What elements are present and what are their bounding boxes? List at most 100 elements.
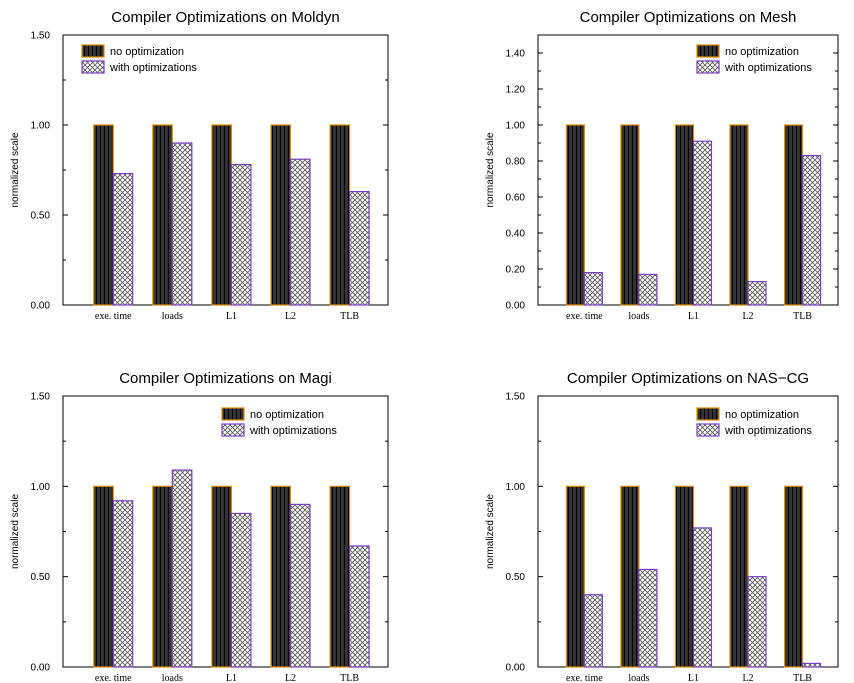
legend: no optimization with optimizations — [81, 44, 197, 74]
legend-label-no-optimization: no optimization — [725, 409, 799, 421]
bar-no-optimization — [565, 124, 585, 306]
chart-panel-2: Compiler Optimizations on Mesh normalized… — [485, 9, 839, 322]
legend-swatch-with-optimizations — [221, 423, 245, 437]
legend-swatch-no-optimization — [696, 407, 720, 421]
y-tick-label: 1.00 — [506, 121, 526, 132]
legend-label-with-optimizations: with optimizations — [109, 62, 197, 74]
bar-no-optimization — [620, 124, 640, 306]
y-tick-label: 0.50 — [31, 572, 51, 583]
bar-with-optimizations — [747, 576, 767, 668]
x-tick-label: exe. time — [95, 311, 132, 322]
x-tick-label: L2 — [742, 673, 753, 683]
bar-no-optimization — [674, 124, 695, 306]
legend-swatch-no-optimization — [221, 407, 245, 421]
bar-no-optimization — [783, 485, 804, 668]
legend-swatch-with-optimizations — [81, 60, 105, 74]
bar-with-optimizations — [348, 191, 370, 306]
y-tick-label: 0.50 — [506, 572, 526, 583]
x-tick-label: L2 — [742, 311, 753, 322]
y-tick-label: 1.50 — [506, 392, 526, 403]
chart-title: Compiler Optimizations on Magi — [119, 370, 332, 387]
bar-no-optimization — [93, 124, 114, 306]
bar-with-optimizations — [112, 500, 134, 668]
legend: no optimization with optimizations — [696, 44, 812, 74]
x-tick-label: L1 — [688, 311, 699, 322]
bar-no-optimization — [93, 485, 114, 668]
x-tick-label: L1 — [226, 311, 237, 322]
legend-label-no-optimization: no optimization — [110, 46, 184, 58]
legend-label-with-optimizations: with optimizations — [249, 425, 337, 437]
bar-no-optimization — [270, 124, 292, 306]
bar-no-optimization — [783, 124, 804, 306]
legend-swatch-no-optimization — [81, 44, 105, 58]
bar-with-optimizations — [289, 158, 311, 306]
bar-no-optimization — [620, 485, 640, 668]
bar-no-optimization — [211, 485, 233, 668]
x-tick-label: TLB — [793, 311, 812, 322]
x-tick-label: loads — [162, 673, 183, 683]
bar-with-optimizations — [583, 594, 603, 668]
y-tick-label: 1.50 — [31, 31, 51, 42]
bar-no-optimization — [152, 124, 173, 306]
bar-with-optimizations — [112, 173, 134, 306]
x-tick-label: loads — [628, 311, 649, 322]
y-axis-label: normalized scale — [10, 132, 21, 207]
legend: no optimization with optimizations — [221, 407, 337, 437]
x-tick-label: TLB — [340, 673, 359, 683]
chart-panel-4: Compiler Optimizations on NAS−CG normaliz… — [485, 370, 839, 683]
y-tick-label: 0.00 — [506, 663, 526, 674]
y-tick-label: 1.50 — [31, 392, 51, 403]
legend-swatch-with-optimizations — [696, 60, 720, 74]
legend-label-with-optimizations: with optimizations — [724, 425, 812, 437]
bar-with-optimizations — [747, 281, 767, 306]
legend-label-no-optimization: no optimization — [725, 46, 799, 58]
bar-with-optimizations — [289, 503, 311, 668]
y-tick-label: 0.00 — [506, 301, 526, 312]
x-tick-label: exe. time — [566, 673, 603, 683]
legend-swatch-no-optimization — [696, 44, 720, 58]
bar-with-optimizations — [638, 568, 658, 668]
chart-title: Compiler Optimizations on Moldyn — [111, 9, 339, 26]
bar-with-optimizations — [801, 662, 822, 668]
bar-with-optimizations — [348, 545, 370, 668]
legend: no optimization with optimizations — [696, 407, 812, 437]
y-tick-label: 0.50 — [31, 211, 51, 222]
x-tick-label: L2 — [285, 673, 296, 683]
x-tick-label: exe. time — [566, 311, 603, 322]
bar-no-optimization — [329, 124, 351, 306]
x-tick-label: L2 — [285, 311, 296, 322]
x-tick-label: loads — [162, 311, 183, 322]
bar-no-optimization — [729, 124, 749, 306]
bar-with-optimizations — [692, 140, 713, 306]
chart-panel-1: Compiler Optimizations on Moldyn normaliz… — [10, 9, 389, 322]
x-tick-label: exe. time — [95, 673, 132, 683]
y-tick-label: 0.00 — [31, 663, 51, 674]
y-tick-label: 1.40 — [506, 49, 526, 60]
y-tick-label: 0.20 — [506, 265, 526, 276]
bar-with-optimizations — [638, 273, 658, 306]
bar-with-optimizations — [230, 164, 252, 306]
y-tick-label: 1.00 — [31, 482, 51, 493]
chart-panel-3: Compiler Optimizations on Magi normalized… — [10, 370, 389, 683]
chart-title: Compiler Optimizations on Mesh — [580, 9, 797, 26]
y-tick-label: 1.00 — [506, 482, 526, 493]
y-axis-label: normalized scale — [10, 494, 21, 569]
bar-no-optimization — [565, 485, 585, 668]
bar-no-optimization — [211, 124, 233, 306]
bar-with-optimizations — [692, 527, 713, 668]
bar-no-optimization — [152, 485, 173, 668]
legend-label-no-optimization: no optimization — [250, 409, 324, 421]
bar-with-optimizations — [230, 512, 252, 668]
bar-no-optimization — [329, 485, 351, 668]
bar-with-optimizations — [583, 272, 603, 306]
y-tick-label: 1.20 — [506, 85, 526, 96]
bar-with-optimizations — [171, 142, 193, 306]
chart-title: Compiler Optimizations on NAS−CG — [567, 370, 809, 387]
bar-no-optimization — [674, 485, 695, 668]
legend-swatch-with-optimizations — [696, 423, 720, 437]
x-tick-label: TLB — [340, 311, 359, 322]
y-tick-label: 0.40 — [506, 229, 526, 240]
y-axis-label: normalized scale — [485, 132, 496, 207]
bar-no-optimization — [270, 485, 292, 668]
